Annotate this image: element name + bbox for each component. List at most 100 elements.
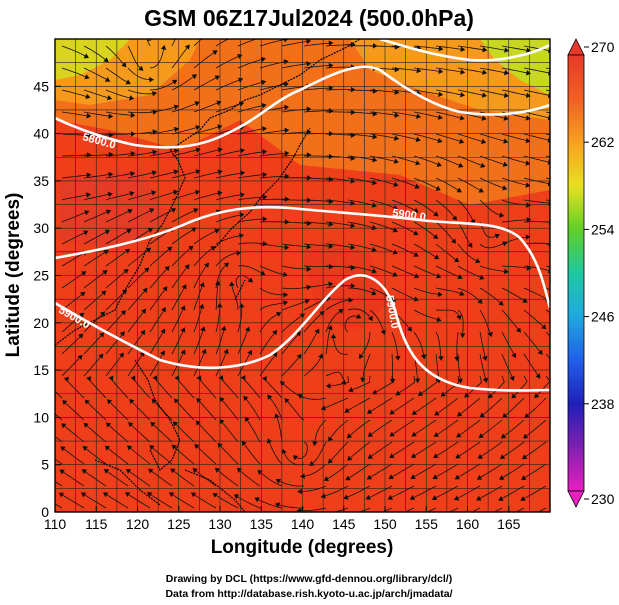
x-tick-label: 115 <box>85 516 108 532</box>
streamline <box>435 177 462 193</box>
streamline-arrowhead <box>320 405 327 411</box>
streamline-arrowhead <box>284 150 290 157</box>
streamline <box>83 193 113 201</box>
streamline-arrowhead <box>371 268 377 274</box>
streamline <box>313 419 327 446</box>
streamline <box>324 463 349 481</box>
streamline <box>105 89 134 99</box>
streamline-arrowhead <box>283 81 289 88</box>
streamline <box>215 194 245 201</box>
streamline <box>389 419 415 437</box>
streamline-arrowhead <box>37 493 41 497</box>
streamline <box>193 246 216 267</box>
streamline-arrowhead <box>393 181 399 187</box>
streamline <box>440 375 460 397</box>
streamline-arrowhead <box>108 113 114 119</box>
streamline-arrowhead <box>138 65 144 71</box>
streamline <box>347 155 377 161</box>
streamline <box>61 154 91 157</box>
streamline-arrowhead <box>261 126 267 132</box>
streamline-arrowhead <box>164 265 170 272</box>
streamline-arrowhead <box>438 45 444 52</box>
streamline-arrowhead <box>150 421 156 427</box>
streamline <box>523 242 550 245</box>
streamline <box>281 331 301 355</box>
streamline-arrowhead <box>130 375 136 381</box>
streamline <box>358 507 371 512</box>
streamline-arrowhead <box>413 251 419 257</box>
streamline <box>281 243 311 248</box>
streamline <box>276 479 305 487</box>
streamline-arrowhead <box>350 222 356 229</box>
streamline-arrowhead <box>415 136 421 143</box>
streamline <box>303 283 333 289</box>
streamline <box>61 133 91 136</box>
streamline-arrowhead <box>411 431 417 437</box>
streamline <box>545 353 550 360</box>
streamline <box>259 152 289 157</box>
streamline <box>215 467 239 487</box>
streamline <box>61 193 91 201</box>
streamline-arrowhead <box>103 57 109 63</box>
streamline-arrowhead <box>350 283 356 289</box>
streamline-arrowhead <box>306 266 312 272</box>
streamline <box>61 89 90 98</box>
streamline <box>369 155 399 163</box>
streamline <box>391 133 421 141</box>
streamline <box>281 313 305 333</box>
streamline <box>61 230 88 245</box>
streamline <box>55 458 63 465</box>
y-tick-label: 30 <box>33 220 49 236</box>
streamline-arrowhead <box>212 493 218 498</box>
streamline-arrowhead <box>247 349 253 356</box>
streamline <box>369 177 398 186</box>
streamline-arrowhead <box>482 377 489 383</box>
streamline <box>457 353 462 383</box>
streamline <box>55 503 63 509</box>
streamline-arrowhead <box>457 378 463 384</box>
streamline-arrowhead <box>238 32 242 36</box>
streamline-arrowhead <box>482 355 488 361</box>
streamline <box>105 45 127 67</box>
streamline-arrowhead <box>470 218 476 225</box>
streamline <box>479 67 509 74</box>
streamline-arrowhead <box>502 161 508 167</box>
streamline <box>369 199 398 210</box>
streamline <box>389 397 415 415</box>
credit-data: Data from http://database.rish.kyoto-u.a… <box>165 588 452 600</box>
streamline-arrowhead <box>161 307 166 313</box>
streamline-arrowhead <box>166 246 173 252</box>
colorbar-gradient <box>567 54 585 492</box>
streamline-arrowhead <box>433 254 440 260</box>
streamline-arrowhead <box>276 311 282 317</box>
streamline-arrowhead <box>414 183 420 189</box>
x-tick-label: 130 <box>208 516 232 532</box>
streamline <box>435 309 461 320</box>
streamline-arrowhead <box>296 353 302 360</box>
streamline <box>146 39 151 47</box>
streamline <box>105 352 124 377</box>
streamline-arrowhead <box>61 423 67 429</box>
colorbar-tick-label: 254 <box>591 221 615 237</box>
streamline <box>303 110 333 113</box>
streamline <box>435 155 463 168</box>
streamline-arrowhead <box>39 447 43 451</box>
streamline-arrowhead <box>81 271 87 277</box>
streamline <box>303 354 323 377</box>
streamline-arrowhead <box>172 421 179 427</box>
streamline <box>61 333 84 355</box>
streamline <box>217 443 239 465</box>
streamline <box>171 264 190 289</box>
streamline-arrowhead <box>195 147 201 153</box>
streamline <box>479 265 509 273</box>
streamline-arrowhead <box>284 398 290 404</box>
streamline <box>127 151 157 157</box>
streamline <box>413 111 443 119</box>
streamline <box>149 350 165 377</box>
streamline-arrowhead <box>85 93 91 100</box>
streamline <box>303 87 333 91</box>
streamline-arrowhead <box>79 291 86 297</box>
streamline-arrowhead <box>389 378 396 384</box>
streamline-arrowhead <box>480 138 487 145</box>
streamline <box>501 133 530 142</box>
